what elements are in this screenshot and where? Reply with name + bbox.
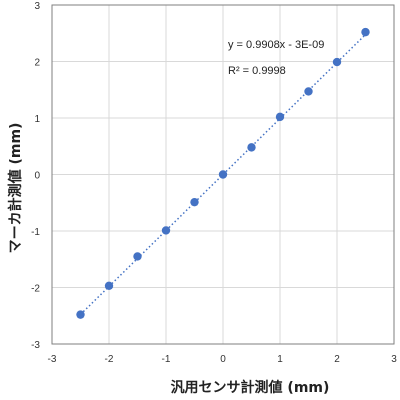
data-point bbox=[361, 27, 370, 37]
x-tick-label: 3 bbox=[391, 354, 397, 365]
data-point bbox=[275, 112, 285, 122]
data-point bbox=[104, 281, 114, 291]
x-tick-label: 0 bbox=[220, 354, 226, 365]
data-point bbox=[161, 226, 171, 235]
data-point bbox=[76, 310, 85, 319]
data-point bbox=[133, 252, 142, 261]
y-axis-title: マーカ計測値 (mm) bbox=[7, 123, 24, 254]
y-tick-labels: -3 -2 -1 0 1 2 3 bbox=[31, 1, 40, 351]
x-tick-label: -2 bbox=[105, 354, 114, 365]
data-point bbox=[190, 197, 199, 207]
x-tick-label: 2 bbox=[334, 354, 340, 365]
x-tick-label: -1 bbox=[162, 354, 171, 365]
data-point bbox=[218, 170, 228, 179]
y-tick-label: 3 bbox=[34, 1, 40, 12]
data-points bbox=[76, 27, 370, 319]
trendline bbox=[79, 34, 367, 315]
r-squared-label: R² = 0.9998 bbox=[228, 65, 286, 77]
y-tick-label: 0 bbox=[34, 171, 40, 182]
y-tick-label: -1 bbox=[31, 227, 40, 238]
data-point bbox=[332, 57, 342, 67]
y-tick-label: 2 bbox=[34, 58, 40, 69]
x-tick-labels: -3 -2 -1 0 1 2 3 bbox=[48, 354, 398, 365]
y-tick-label: -3 bbox=[31, 340, 40, 351]
data-point bbox=[304, 87, 313, 96]
trend-equation: y = 0.9908x - 3E-09 bbox=[228, 39, 324, 51]
plot-area-border bbox=[51, 4, 395, 345]
x-tick-label: 1 bbox=[277, 354, 283, 365]
y-tick-label: -2 bbox=[31, 284, 40, 295]
y-tick-label: 1 bbox=[34, 114, 40, 125]
x-tick-label: -3 bbox=[48, 354, 57, 365]
x-axis-title: 汎用センサ計測値 (mm) bbox=[171, 379, 330, 396]
data-point bbox=[247, 143, 256, 152]
